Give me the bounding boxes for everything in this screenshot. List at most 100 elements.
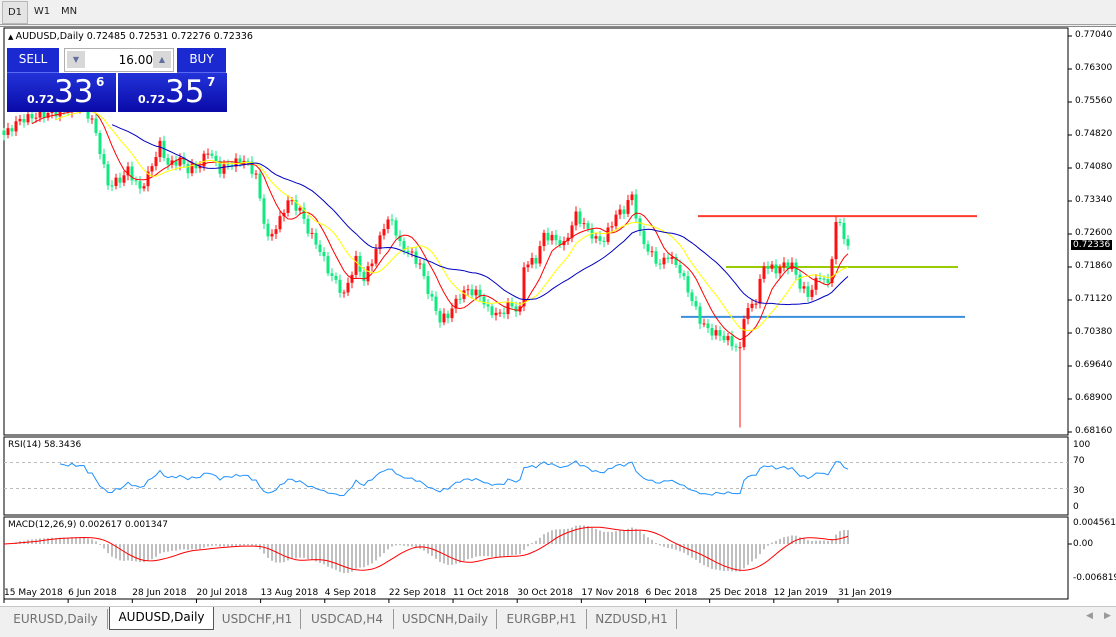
timeframe-mn[interactable]: MN (60, 6, 78, 17)
candle-bull (606, 227, 610, 242)
buy-price-prefix: 0.72 (138, 93, 166, 106)
candle-bear (478, 289, 482, 297)
candle-bull (810, 289, 814, 297)
candle-bull (494, 312, 498, 316)
candle-bear (330, 273, 334, 276)
sell-button[interactable]: SELL (7, 48, 59, 73)
lot-decrease-icon[interactable]: ▼ (67, 51, 85, 68)
lot-size-value[interactable]: 16.00 (118, 53, 153, 67)
candle-bear (138, 181, 142, 189)
candle-bull (386, 219, 390, 230)
candle-bear (502, 312, 506, 315)
scroll-right-icon[interactable]: ▶ (1104, 611, 1111, 621)
candle-bear (262, 198, 266, 224)
candle-bull (550, 234, 554, 241)
candle-bull (770, 264, 774, 269)
candle-bear (334, 275, 338, 280)
tab-audusd-daily[interactable]: AUDUSD,Daily (109, 607, 214, 630)
candle-bear (558, 240, 562, 246)
candle-bull (38, 111, 42, 118)
candle-bear (414, 251, 418, 264)
candle-bear (162, 140, 166, 158)
timeframe-d1[interactable]: D1 (2, 1, 28, 24)
buy-button[interactable]: BUY (177, 48, 226, 73)
candle-bull (726, 336, 730, 341)
candle-bear (690, 292, 694, 302)
candle-bull (746, 308, 750, 320)
candle-bear (818, 277, 822, 279)
candle-bull (122, 175, 126, 183)
candle-bear (458, 298, 462, 300)
candle-bear (482, 296, 486, 305)
candle-bear (806, 286, 810, 297)
date-tick: 15 May 2018 (4, 588, 63, 598)
candle-bear (338, 279, 342, 293)
date-tick: 11 Oct 2018 (453, 588, 509, 598)
candle-bull (814, 277, 818, 290)
candle-bull (618, 209, 622, 215)
candle-bull (518, 306, 522, 312)
rsi-tick: 30 (1073, 486, 1085, 496)
candle-bear (718, 330, 722, 336)
candle-bull (742, 319, 746, 348)
macd-tick: 0.004561 (1073, 518, 1116, 528)
candle-bull (254, 173, 258, 175)
candle-bull (202, 153, 206, 167)
candle-bear (766, 266, 770, 269)
candle-bear (838, 221, 842, 223)
candle-bull (834, 221, 838, 260)
tab-eurusd-daily[interactable]: EURUSD,Daily (4, 609, 108, 629)
sell-price-fraction: 6 (96, 75, 105, 89)
candle-bull (190, 164, 194, 174)
date-tick: 6 Jun 2018 (68, 588, 117, 598)
candle-bull (298, 207, 302, 211)
sell-price[interactable]: 0.72 33 6 (7, 73, 116, 112)
candle-bull (34, 117, 38, 119)
tab-eurgbp-h1[interactable]: EURGBP,H1 (497, 609, 587, 629)
rsi-line (59, 460, 849, 497)
candle-bear (510, 302, 514, 307)
candle-bear (214, 155, 218, 161)
candle-bear (634, 194, 638, 219)
candle-bull (802, 286, 806, 289)
candle-bear (654, 251, 658, 264)
lot-increase-icon[interactable]: ▲ (153, 51, 171, 68)
candle-bear (10, 128, 14, 132)
tab-nzdusd-h1[interactable]: NZDUSD,H1 (587, 609, 677, 629)
timeframe-w1[interactable]: W1 (33, 6, 51, 17)
candle-bull (754, 303, 758, 305)
candle-bear (730, 336, 734, 347)
tab-usdcad-h4[interactable]: USDCAD,H4 (301, 609, 394, 629)
rsi-tick: 0 (1073, 502, 1079, 512)
candle-bull (530, 257, 534, 265)
candle-bull (526, 264, 530, 268)
tab-usdchf-h1[interactable]: USDCHF,H1 (214, 609, 301, 629)
candle-bear (470, 289, 474, 296)
date-tick: 28 Jun 2018 (132, 588, 187, 598)
candle-bear (118, 177, 122, 183)
rsi-label: RSI(14) 58.3436 (8, 440, 82, 450)
price-tick: 0.76300 (1075, 63, 1113, 73)
current-price-marker: 0.72336 (1071, 240, 1113, 250)
macd-signal-line (3, 526, 849, 571)
candle-bear (678, 264, 682, 274)
tab-usdcnh-daily[interactable]: USDCNH,Daily (394, 609, 497, 629)
candle-bear (622, 209, 626, 214)
candle-bear (842, 222, 846, 240)
macd-tick: 0.00 (1073, 539, 1094, 549)
candle-bear (266, 223, 270, 237)
candle-bull (626, 200, 630, 214)
candle-bear (94, 118, 98, 134)
collapse-triangle-icon[interactable]: ▲ (8, 33, 16, 41)
price-tick: 0.73340 (1075, 195, 1113, 205)
buy-price[interactable]: 0.72 35 7 (118, 73, 227, 112)
candle-bear (434, 296, 438, 311)
lot-size-field[interactable]: ▼ 16.00 ▲ (64, 48, 174, 72)
scroll-left-icon[interactable]: ◀ (1086, 611, 1093, 621)
candle-bear (422, 263, 426, 277)
candle-bear (786, 262, 790, 270)
candle-bear (182, 157, 186, 165)
candle-bear (130, 166, 134, 181)
candle-bear (326, 256, 330, 274)
